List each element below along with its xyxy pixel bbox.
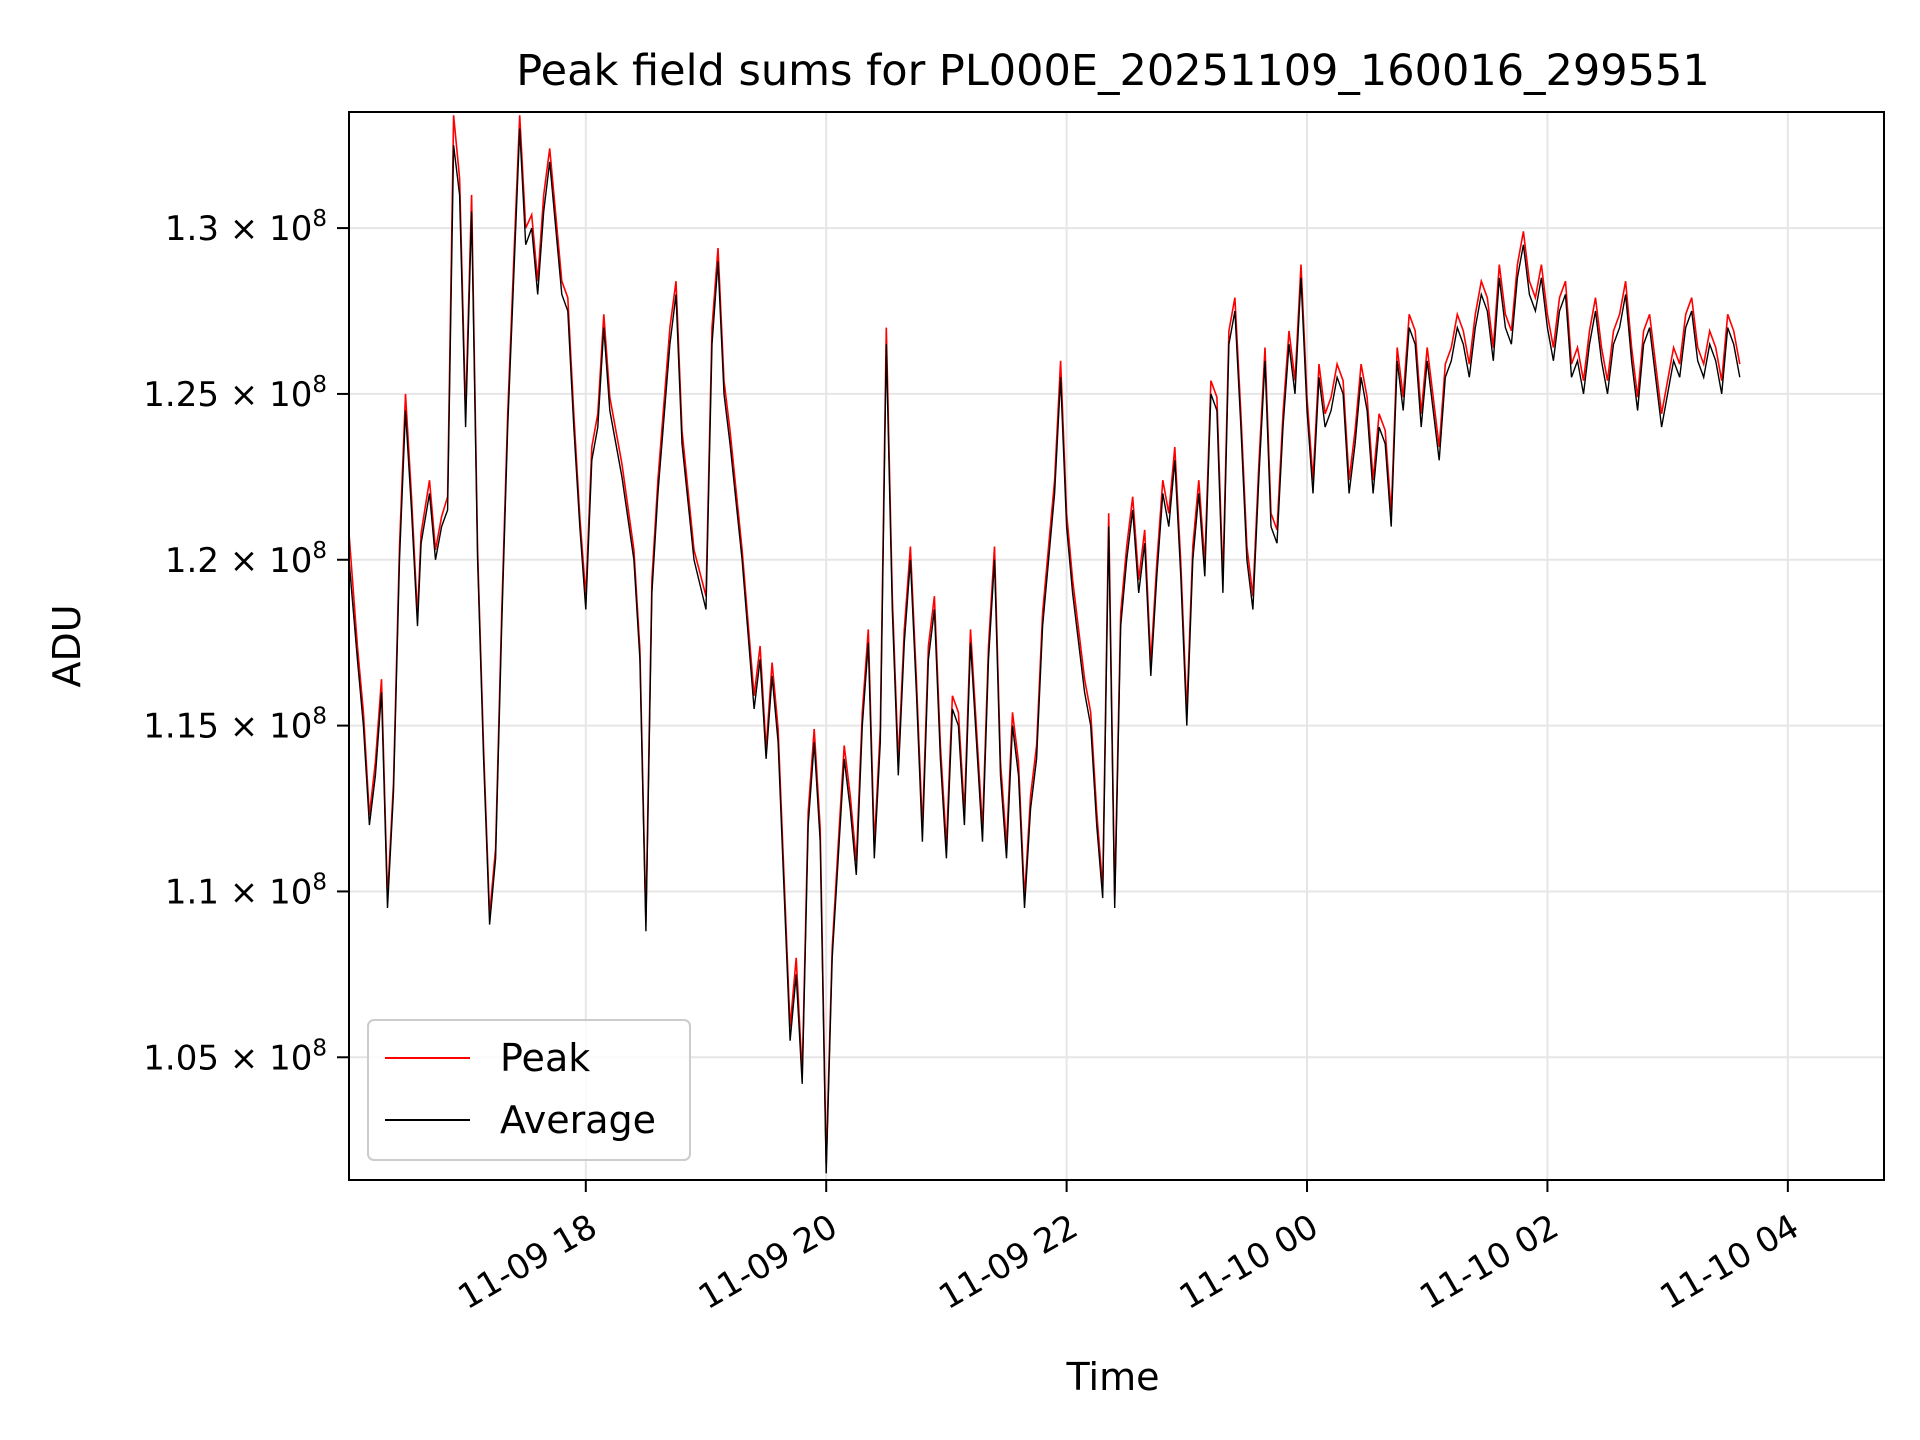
y-tick-times: × xyxy=(219,375,269,415)
legend-label-average: Average xyxy=(500,1098,656,1142)
series-line-average xyxy=(348,128,1741,1174)
legend-label-peak: Peak xyxy=(500,1036,590,1080)
y-tick-label: 1.1 × 108 xyxy=(165,869,327,912)
legend-box xyxy=(367,1019,691,1161)
y-tick-label: 1.3 × 108 xyxy=(165,206,327,249)
y-tick-base: 10 xyxy=(269,209,312,249)
x-axis-label: Time xyxy=(1066,1355,1160,1399)
y-tick-base: 10 xyxy=(269,541,312,581)
y-tick-mantissa: 1.15 xyxy=(143,707,219,747)
y-tick-mantissa: 1.25 xyxy=(143,375,219,415)
y-grid xyxy=(349,227,1884,1059)
y-tick-mantissa: 1.05 xyxy=(143,1038,219,1078)
y-tick-mantissa: 1.2 xyxy=(165,541,219,581)
y-tick-label: 1.25 × 108 xyxy=(143,372,327,415)
y-tick-exponent: 8 xyxy=(312,538,327,564)
legend: Peak Average xyxy=(367,1019,691,1161)
y-tick-times: × xyxy=(219,1038,269,1078)
plot-frame xyxy=(348,111,1885,1181)
y-tick-label: 1.05 × 108 xyxy=(143,1035,327,1078)
y-tick-label: 1.15 × 108 xyxy=(143,704,327,747)
y-tick-base: 10 xyxy=(269,1038,312,1078)
y-tick-times: × xyxy=(219,872,269,912)
x-grid xyxy=(584,112,1789,1180)
y-tick-exponent: 8 xyxy=(312,372,327,398)
y-tick-exponent: 8 xyxy=(312,206,327,232)
y-tick-times: × xyxy=(219,209,269,249)
chart-title: Peak field sums for PL000E_20251109_1600… xyxy=(516,46,1709,96)
y-tick-mantissa: 1.3 xyxy=(165,209,219,249)
y-tick-mantissa: 1.1 xyxy=(165,872,219,912)
y-tick-base: 10 xyxy=(269,707,312,747)
y-tick-base: 10 xyxy=(269,375,312,415)
y-tick-times: × xyxy=(219,707,269,747)
y-tick-exponent: 8 xyxy=(312,869,327,895)
y-tick-exponent: 8 xyxy=(312,1035,327,1061)
y-tick-label: 1.2 × 108 xyxy=(165,538,327,581)
y-tick-times: × xyxy=(219,541,269,581)
y-tick-base: 10 xyxy=(269,872,312,912)
y-tick-exponent: 8 xyxy=(312,704,327,730)
y-axis-label: ADU xyxy=(45,604,89,687)
